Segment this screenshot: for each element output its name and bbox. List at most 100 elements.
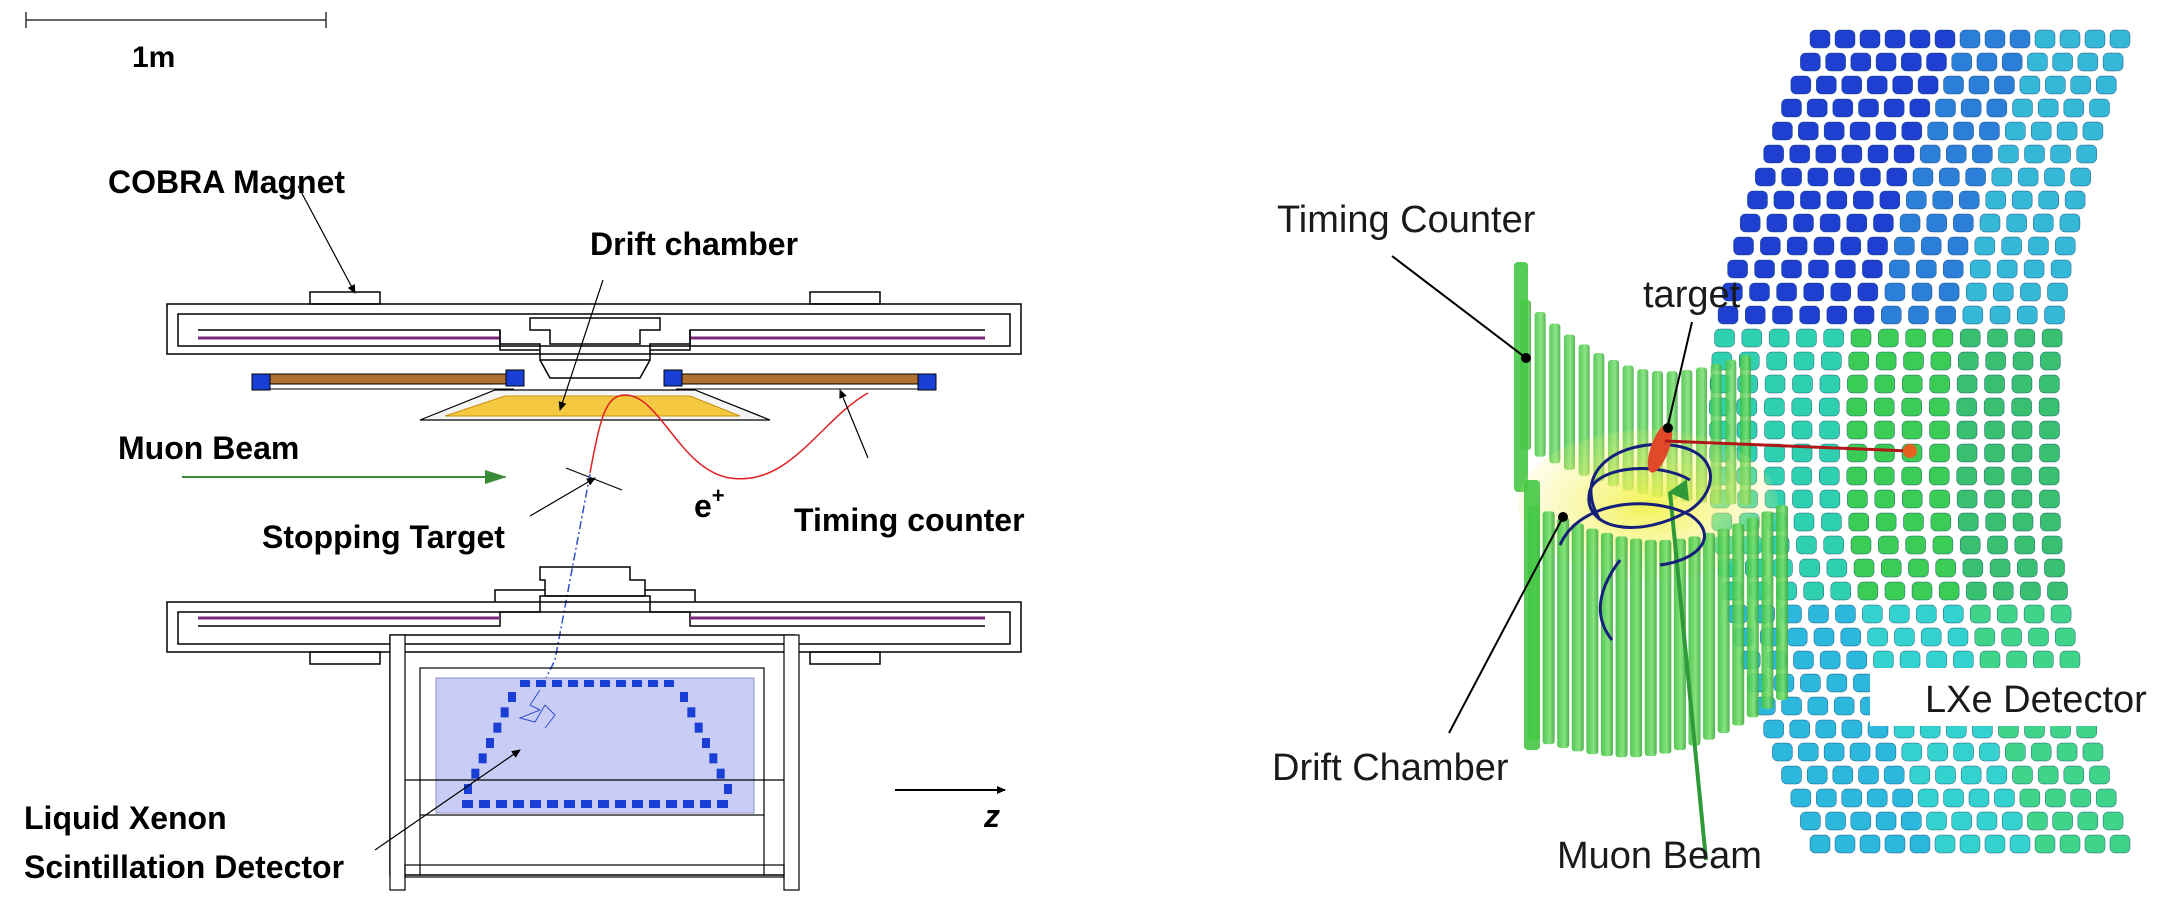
lxe-pmt	[1934, 29, 1956, 49]
lxe-pmt	[1875, 351, 1897, 371]
lxe-pmt	[1791, 397, 1813, 417]
scale-bar: 1m	[25, 12, 327, 74]
lxe-pmt	[1792, 489, 1813, 509]
pmt-dash	[496, 800, 507, 808]
drift-chamber	[419, 389, 771, 421]
lxe-label-line2: Scintillation Detector	[24, 849, 344, 885]
lxe-pmt	[1840, 627, 1861, 647]
pmt-dash	[471, 768, 480, 779]
lxe-pmt	[1850, 811, 1872, 831]
lxe-pmt	[1901, 466, 1922, 486]
lxe-pmt	[1894, 627, 1915, 647]
lxe-pmt	[1987, 328, 2008, 348]
lxe-pmt	[1733, 236, 1754, 256]
lxe-pmt	[1859, 29, 1881, 49]
lxe-pmt	[2017, 305, 2038, 325]
lxe-pmt	[2044, 167, 2065, 187]
lxe-pmt	[2019, 75, 2041, 95]
lxe-pmt	[1958, 512, 1979, 532]
lxe-pmt	[1947, 236, 1969, 256]
green-bar	[1586, 528, 1599, 755]
lxe-pmt	[2052, 811, 2073, 831]
lxe-pmt	[1819, 374, 1841, 394]
lxe-pmt	[1930, 351, 1952, 371]
lxe-pmt	[1905, 535, 1926, 555]
lxe-pmt	[1833, 696, 1855, 716]
lxe-pmt	[1892, 75, 1913, 95]
lxe-pmt	[1916, 604, 1937, 624]
lxe-pmt	[1790, 788, 1812, 808]
lxe-pmt	[2001, 236, 2022, 256]
lxe-pmt	[1932, 535, 1954, 555]
lxe-pmt	[1943, 788, 1964, 808]
lxe-pmt	[2109, 29, 2131, 49]
lxe-pmt	[2040, 351, 2061, 371]
lxe-pmt	[1969, 604, 1991, 624]
lxe-pmt	[1984, 443, 2005, 463]
lxe-pmt	[2009, 834, 2031, 854]
lxe-pmt	[1773, 190, 1795, 210]
lxe-pmt	[1816, 75, 1837, 95]
lxe-pmt	[2109, 834, 2131, 854]
lxe-pmt	[2034, 29, 2056, 49]
lxe-pmt	[1815, 144, 1837, 164]
lxe-pmt	[1979, 121, 2000, 141]
green-bar	[1557, 517, 1570, 748]
lxe-pmt	[2063, 765, 2085, 785]
lxe-pmt	[1903, 351, 1924, 371]
pmt-dash	[680, 692, 688, 702]
lxe-pmt	[1939, 167, 1960, 187]
green-bar	[1746, 517, 1759, 718]
lxe-pmt	[2023, 259, 2045, 279]
lxe-pmt	[1968, 75, 1990, 95]
lxe-pmt	[1781, 696, 1802, 716]
lxe-pmt	[2011, 397, 2032, 417]
lxe-pmt	[1754, 259, 1775, 279]
lxe-pmt	[1920, 236, 1942, 256]
lxe-pmt	[2055, 627, 2076, 647]
lxe-pmt	[1875, 52, 1897, 72]
lxe-pmt	[1792, 374, 1813, 394]
lxe-pmt	[1943, 259, 1964, 279]
pmt-dash	[649, 800, 660, 808]
muon-beam-label-3d: Muon Beam	[1557, 835, 1762, 877]
positron-helix-upper	[1587, 442, 1712, 529]
lxe-pmt	[1834, 834, 1856, 854]
z-axis-label: z	[983, 798, 1000, 834]
positron-helix-lower	[1558, 502, 1706, 641]
lxe-pmt	[1835, 259, 1856, 279]
lxe-pmt	[1717, 305, 1739, 325]
muon-beam-3d-arrow	[1668, 479, 1708, 861]
lxe-pmt	[1763, 144, 1784, 164]
lxe-detector-schematic	[389, 634, 800, 891]
lxe-pmt	[1768, 328, 1790, 348]
lxe-pmt	[1943, 75, 1964, 95]
green-bar	[1534, 311, 1546, 457]
lxe-pmt	[1798, 121, 1819, 141]
cobra-magnet-lower	[166, 566, 1022, 665]
pmt-dash	[694, 722, 703, 733]
lxe-pmt	[1790, 75, 1812, 95]
lxe-pmt	[2017, 167, 2039, 187]
lxe-pmt	[1819, 397, 1840, 417]
lxe-pmt	[1911, 282, 1933, 302]
lxe-pmt	[1823, 535, 1844, 555]
lxe-pmt	[1875, 811, 1897, 831]
lxe-pmt	[1826, 305, 1848, 325]
lxe-pmt	[1959, 834, 1981, 854]
lxe-pmt	[2006, 650, 2027, 670]
lxe-pmt	[2070, 788, 2091, 808]
drift-chamber-label-3d: Drift Chamber	[1272, 747, 1509, 789]
shower-track	[518, 689, 556, 729]
lxe-pmt	[1772, 305, 1793, 325]
lxe-pmt	[1926, 213, 1947, 233]
lxe-pmt	[1960, 328, 1981, 348]
gamma-hit	[1903, 444, 1917, 458]
lxe-pmt	[1745, 305, 1766, 325]
lxe-pmt	[1799, 558, 1820, 578]
lxe-pmt	[1986, 98, 2008, 118]
lxe-pmt	[2038, 397, 2060, 417]
target-label-3d: target	[1643, 274, 1741, 316]
lxe-pmt	[1938, 581, 1960, 601]
lxe-pmt	[2037, 98, 2059, 118]
